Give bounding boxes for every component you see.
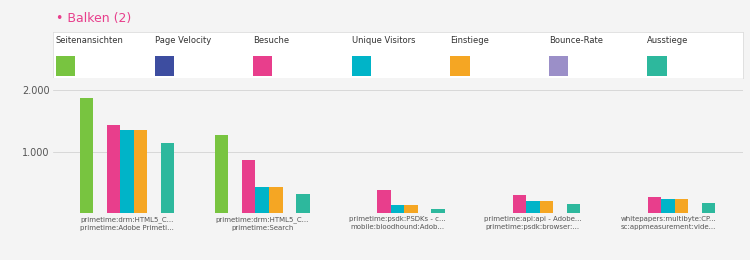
Bar — [526, 201, 539, 213]
Text: Besuche: Besuche — [253, 36, 290, 45]
Bar — [675, 199, 688, 213]
Text: Unique Visitors: Unique Visitors — [352, 36, 416, 45]
Text: • Balken (2): • Balken (2) — [56, 12, 131, 25]
Bar — [391, 205, 404, 213]
Bar — [431, 209, 445, 213]
Bar — [702, 203, 715, 213]
Bar — [214, 134, 229, 213]
Text: Seitenansichten: Seitenansichten — [56, 36, 124, 45]
Bar — [566, 204, 580, 213]
Text: Page Velocity: Page Velocity — [154, 36, 211, 45]
Bar — [106, 125, 120, 213]
Bar — [352, 56, 371, 76]
Text: Bounce-Rate: Bounce-Rate — [549, 36, 603, 45]
Bar — [296, 194, 310, 213]
Bar — [404, 205, 418, 213]
Bar — [160, 142, 174, 213]
Bar — [256, 187, 269, 213]
Bar — [662, 199, 675, 213]
Text: Ausstiege: Ausstiege — [647, 36, 688, 45]
Bar — [549, 56, 568, 76]
Bar — [154, 56, 174, 76]
Bar — [134, 130, 147, 213]
Bar — [120, 130, 134, 213]
Bar — [56, 56, 75, 76]
Bar — [377, 190, 391, 213]
Bar — [450, 56, 470, 76]
Text: Einstiege: Einstiege — [450, 36, 489, 45]
Bar — [253, 56, 272, 76]
Bar — [539, 201, 553, 213]
Bar — [512, 195, 526, 213]
Bar — [242, 160, 256, 213]
Bar — [269, 187, 283, 213]
Bar — [80, 98, 93, 213]
Bar — [648, 197, 662, 213]
Bar — [647, 56, 667, 76]
